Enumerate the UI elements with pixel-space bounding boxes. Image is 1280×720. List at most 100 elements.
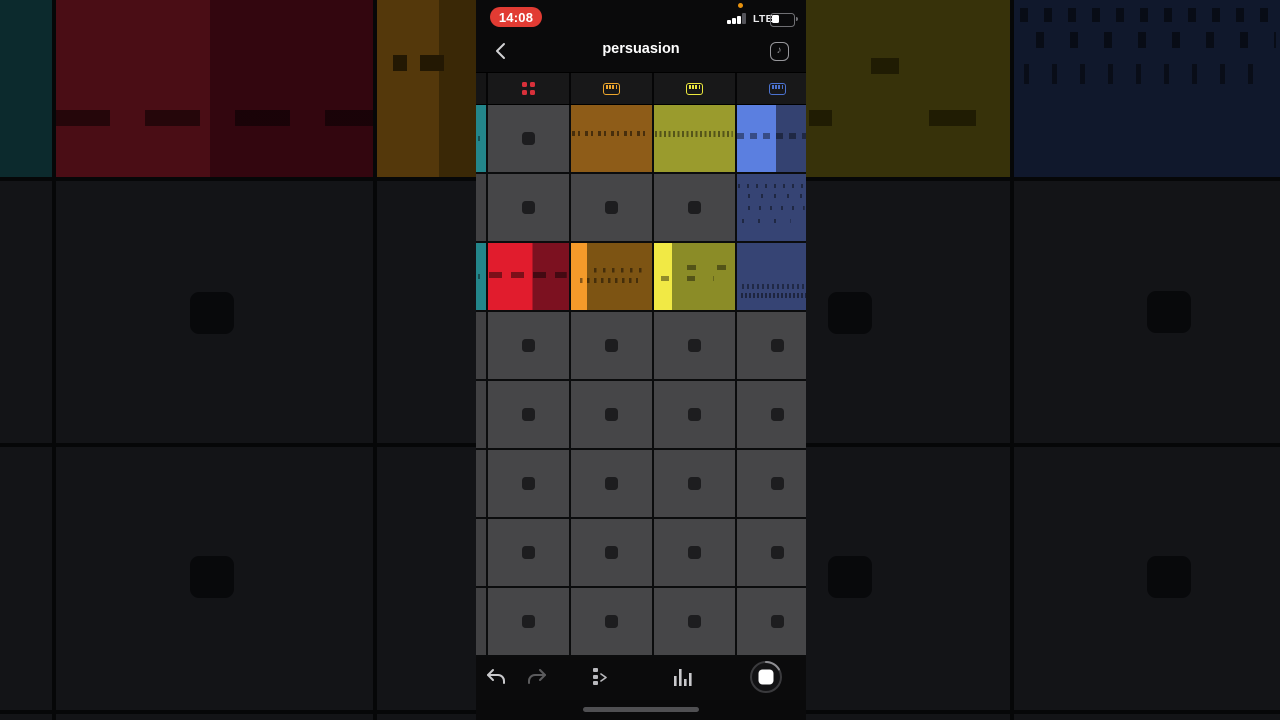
status-time-pill[interactable]: 14:08: [490, 7, 542, 27]
stop-square-icon: [771, 339, 784, 352]
bg-grid-line: [0, 177, 476, 181]
stop-square-icon: [605, 408, 618, 421]
stop-square-icon: [605, 477, 618, 490]
scene-row-3: [476, 243, 806, 312]
empty-clip-slot-r7-t3[interactable]: [654, 519, 737, 588]
bg-stop-square: [828, 556, 872, 598]
track-header-1[interactable]: [488, 73, 571, 104]
clip-note-preview: [488, 243, 569, 310]
scene-launch-cell-6[interactable]: [476, 450, 488, 519]
clip: [737, 243, 806, 310]
network-type-label: LTE: [753, 13, 773, 25]
scene-launch-cell-1[interactable]: [476, 105, 488, 174]
track-header-4[interactable]: [737, 73, 806, 104]
bg-stop-square: [828, 292, 872, 334]
clip-note-preview: [654, 243, 735, 310]
empty-clip-slot-r4-t1[interactable]: [488, 312, 571, 381]
track-header-2[interactable]: [571, 73, 654, 104]
battery-fill: [772, 15, 779, 23]
clip-note-preview: [737, 105, 806, 172]
scene-launch-cell-7[interactable]: [476, 519, 488, 588]
clip: [654, 243, 735, 310]
stop-square-icon: [522, 615, 535, 628]
bg-grid-line: [1010, 0, 1014, 720]
battery-nub: [796, 16, 798, 21]
empty-clip-slot-r5-t2[interactable]: [571, 381, 654, 450]
nav-bar: persuasion ♪: [476, 32, 806, 72]
empty-clip-slot-r2-t1[interactable]: [488, 174, 571, 243]
empty-clip-slot-r8-t4[interactable]: [737, 588, 806, 657]
stop-record-button[interactable]: [748, 659, 784, 695]
track-detail-button[interactable]: [585, 657, 613, 697]
clip-cell-r1-t4-playing[interactable]: [737, 105, 806, 174]
empty-clip-slot-r4-t4[interactable]: [737, 312, 806, 381]
keys-icon: [603, 82, 620, 95]
scene-launch-cell-2[interactable]: [476, 174, 488, 243]
bg-red-notes: [55, 110, 373, 126]
redo-button[interactable]: [523, 657, 551, 697]
phone-screen: 14:08 LTE persuasion ♪: [476, 0, 806, 720]
empty-clip-slot-r5-t3[interactable]: [654, 381, 737, 450]
empty-clip-slot-r5-t4[interactable]: [737, 381, 806, 450]
clip-cell-r3-t2-playing[interactable]: [571, 243, 654, 312]
empty-clip-slot-r7-t2[interactable]: [571, 519, 654, 588]
metronome-button[interactable]: ♪: [766, 38, 792, 64]
status-bar: 14:08 LTE: [476, 0, 806, 32]
keys-icon: [769, 82, 786, 95]
stop-square-icon: [688, 615, 701, 628]
bg-olive-note: [871, 58, 899, 74]
clip-cell-r2-t4-stopped[interactable]: [737, 174, 806, 243]
status-time: 14:08: [498, 9, 534, 25]
scene-launch-cell-8[interactable]: [476, 588, 488, 657]
metronome-icon: ♪: [769, 41, 789, 61]
clip-note-preview: [737, 174, 806, 241]
clip-cell-r3-t3-playing[interactable]: [654, 243, 737, 312]
clip: [654, 105, 735, 172]
empty-clip-slot-r7-t1[interactable]: [488, 519, 571, 588]
empty-clip-slot-r2-t2[interactable]: [571, 174, 654, 243]
track-header-3[interactable]: [654, 73, 737, 104]
empty-clip-slot-r7-t4[interactable]: [737, 519, 806, 588]
bg-navy-clip: [1014, 0, 1280, 177]
scene-row-4: [476, 312, 806, 381]
session-grid: [476, 105, 806, 657]
scene-launch-cell-3[interactable]: [476, 243, 488, 312]
bg-stop-square: [1147, 556, 1191, 598]
bg-red-clip-dim: [210, 0, 373, 177]
clip: [571, 105, 652, 172]
chevron-left-icon: [495, 43, 505, 59]
empty-clip-slot-r1-t1[interactable]: [488, 105, 571, 174]
empty-clip-slot-r5-t1[interactable]: [488, 381, 571, 450]
empty-clip-slot-r6-t1[interactable]: [488, 450, 571, 519]
empty-clip-slot-r4-t2[interactable]: [571, 312, 654, 381]
clip-note-preview: [654, 105, 735, 172]
empty-clip-slot-r6-t4[interactable]: [737, 450, 806, 519]
empty-clip-slot-r6-t2[interactable]: [571, 450, 654, 519]
back-button[interactable]: [488, 38, 512, 64]
scene-row-6: [476, 450, 806, 519]
empty-clip-slot-r2-t3[interactable]: [654, 174, 737, 243]
scene-launch-cell-4[interactable]: [476, 312, 488, 381]
scene-launch-cell-5[interactable]: [476, 381, 488, 450]
empty-clip-slot-r6-t3[interactable]: [654, 450, 737, 519]
home-indicator[interactable]: [583, 707, 699, 712]
empty-clip-slot-r8-t2[interactable]: [571, 588, 654, 657]
stop-square-icon: [771, 477, 784, 490]
clip: [571, 243, 652, 310]
empty-clip-slot-r4-t3[interactable]: [654, 312, 737, 381]
drum-pads-icon: [522, 82, 535, 95]
clip-cell-r1-t2-stopped[interactable]: [571, 105, 654, 174]
scene-row-7: [476, 519, 806, 588]
empty-clip-slot-r8-t1[interactable]: [488, 588, 571, 657]
empty-clip-slot-r8-t3[interactable]: [654, 588, 737, 657]
clip-cell-r1-t3-stopped[interactable]: [654, 105, 737, 174]
bg-stop-square: [190, 292, 234, 334]
undo-button[interactable]: [482, 657, 510, 697]
mixer-button[interactable]: [668, 657, 698, 697]
signal-strength-icon: [727, 13, 749, 24]
stop-square-icon: [605, 546, 618, 559]
bg-grid-line: [0, 443, 476, 447]
stop-square-icon: [771, 408, 784, 421]
clip-cell-r3-t4-stopped[interactable]: [737, 243, 806, 312]
clip-cell-r3-t1-playing[interactable]: [488, 243, 571, 312]
